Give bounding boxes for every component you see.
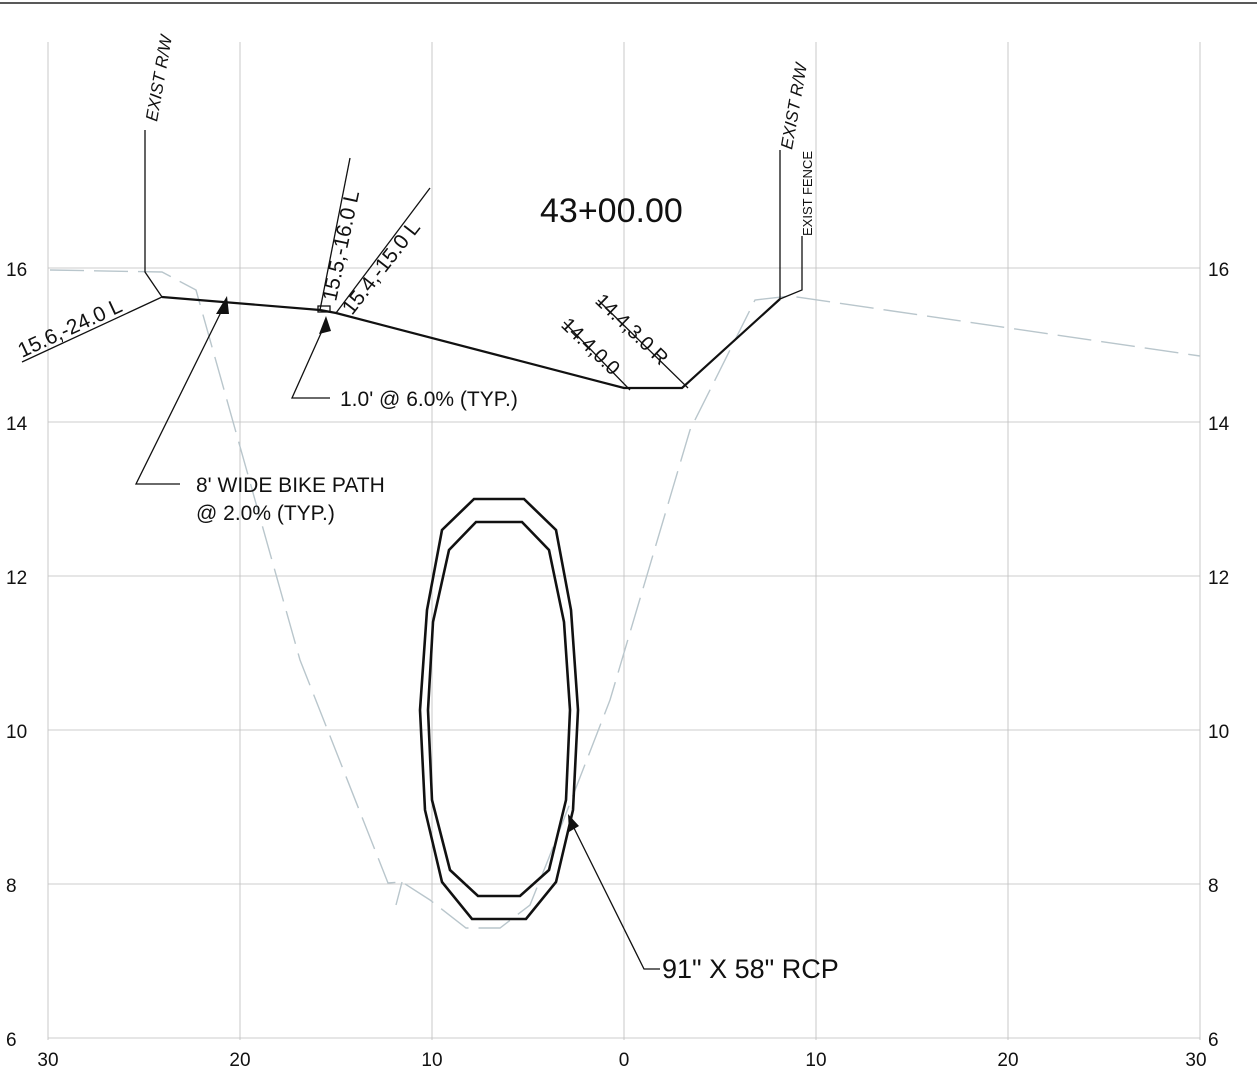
y-tick-label: 10 — [1208, 722, 1229, 743]
exist-rw-left-leader — [144, 130, 163, 298]
pipe-callout-leader — [569, 819, 660, 970]
arrowhead-icon — [319, 316, 331, 334]
callouts — [134, 296, 660, 970]
y-tick-label: 6 — [6, 1030, 17, 1051]
existing-ground — [49, 269, 1201, 929]
slope-note-label: 1.0' @ 6.0% (TYP.) — [340, 388, 518, 411]
x-tick-label: 30 — [1185, 1050, 1206, 1071]
station-label: 43+00.00 — [540, 192, 683, 230]
leader-16-0 — [319, 157, 351, 311]
point-label-left: 15.6,-24.0 L — [14, 294, 125, 362]
x-axis: 30 20 10 0 10 20 30 — [37, 1050, 1206, 1071]
existing-ground-line — [49, 269, 1201, 929]
y-tick-label: 12 — [6, 568, 27, 589]
y-tick-label: 6 — [1208, 1030, 1219, 1051]
y-tick-label: 10 — [6, 722, 27, 743]
grid — [47, 42, 1201, 1040]
y-axis-right: 16 14 12 10 8 6 — [1208, 260, 1230, 1051]
x-tick-label: 10 — [421, 1050, 442, 1071]
y-axis-left: 16 14 12 10 8 6 — [6, 260, 28, 1051]
curb-marker — [317, 305, 331, 313]
x-tick-label: 20 — [997, 1050, 1018, 1071]
point-label-leaders — [21, 157, 689, 391]
arrowhead-icon — [216, 296, 229, 314]
leader-15-0 — [335, 187, 431, 314]
x-tick-label: 10 — [805, 1050, 826, 1071]
proposed-profile-line — [161, 295, 781, 390]
pipe-inner-wall — [426, 520, 572, 898]
exist-rw-right-label: EXIST R/W — [777, 60, 811, 151]
y-tick-label: 14 — [6, 414, 28, 435]
pipe-label: 91" X 58" RCP — [662, 954, 839, 984]
rcp-pipe — [418, 497, 580, 921]
y-tick-label: 16 — [6, 260, 27, 281]
row-leaders — [144, 130, 803, 300]
y-tick-label: 16 — [1208, 260, 1229, 281]
exist-fence-leader — [779, 236, 803, 300]
bike-path-label-line2: @ 2.0% (TYP.) — [196, 502, 335, 525]
exist-rw-left-label: EXIST R/W — [142, 32, 176, 123]
leader-cl — [563, 321, 631, 391]
leader-left-point — [21, 296, 163, 363]
bike-path-callout-leader — [134, 301, 227, 485]
y-tick-label: 8 — [1208, 876, 1219, 897]
exist-fence-label: EXIST FENCE — [800, 151, 815, 236]
x-tick-label: 20 — [229, 1050, 250, 1071]
existing-ground-line — [395, 881, 403, 906]
leader-3-0 — [597, 299, 689, 389]
proposed-profile — [161, 295, 781, 390]
bike-path-label-line1: 8' WIDE BIKE PATH — [196, 474, 385, 497]
y-tick-label: 8 — [6, 876, 17, 897]
slope-callout-leader — [290, 321, 330, 399]
x-tick-label: 0 — [619, 1050, 630, 1071]
y-tick-label: 14 — [1208, 414, 1230, 435]
y-tick-label: 12 — [1208, 568, 1229, 589]
x-tick-label: 30 — [37, 1050, 58, 1071]
pipe-outer-wall — [418, 497, 580, 921]
